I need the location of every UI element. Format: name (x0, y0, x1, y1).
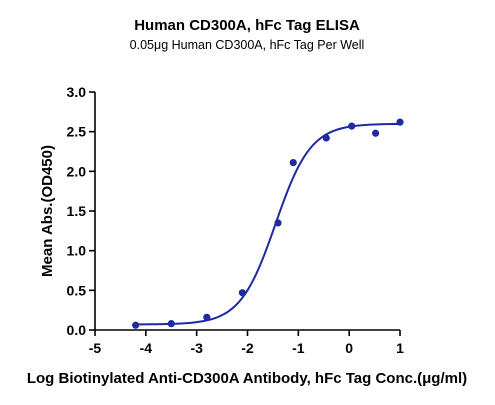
data-point (396, 118, 404, 126)
data-point (348, 122, 356, 130)
data-point (132, 321, 140, 329)
x-tick-label: -3 (190, 340, 203, 356)
x-tick-label: -1 (292, 340, 305, 356)
data-point (322, 134, 330, 142)
x-tick-label: -5 (89, 340, 102, 356)
x-tick-label: -2 (241, 340, 254, 356)
y-tick-label: 3.0 (67, 84, 87, 100)
points-layer (132, 118, 404, 329)
y-tick-label: 1.0 (67, 243, 87, 259)
fit-curve (135, 122, 401, 326)
chart-title: Human CD300A, hFc Tag ELISA (134, 17, 360, 34)
y-tick-label: 2.0 (67, 163, 87, 179)
axes: 0.0 0.5 1.0 1.5 2.0 2.5 3.0 -5 -4 -3 -2 -1 0 1 (67, 84, 405, 356)
data-point (289, 159, 297, 167)
data-point (167, 320, 175, 328)
y-tick-label: 0.0 (67, 322, 87, 338)
data-point (274, 219, 282, 227)
data-point (238, 289, 247, 297)
data-point (203, 313, 211, 321)
x-tick-label: 0 (345, 340, 353, 356)
y-axis-label: Mean Abs.(OD450) (39, 145, 56, 277)
y-tick-label: 1.5 (67, 203, 87, 219)
x-axis-label: Log Biotinylated Anti-CD300A Antibody, h… (27, 370, 467, 387)
y-tick-label: 2.5 (67, 124, 87, 140)
y-tick-label: 0.5 (67, 282, 87, 298)
x-tick-label: 1 (396, 340, 404, 356)
fit-layer (135, 122, 401, 326)
chart-subtitle: 0.05μg Human CD300A, hFc Tag Per Well (130, 38, 365, 52)
x-tick-label: -4 (140, 340, 153, 356)
data-point (372, 129, 380, 137)
